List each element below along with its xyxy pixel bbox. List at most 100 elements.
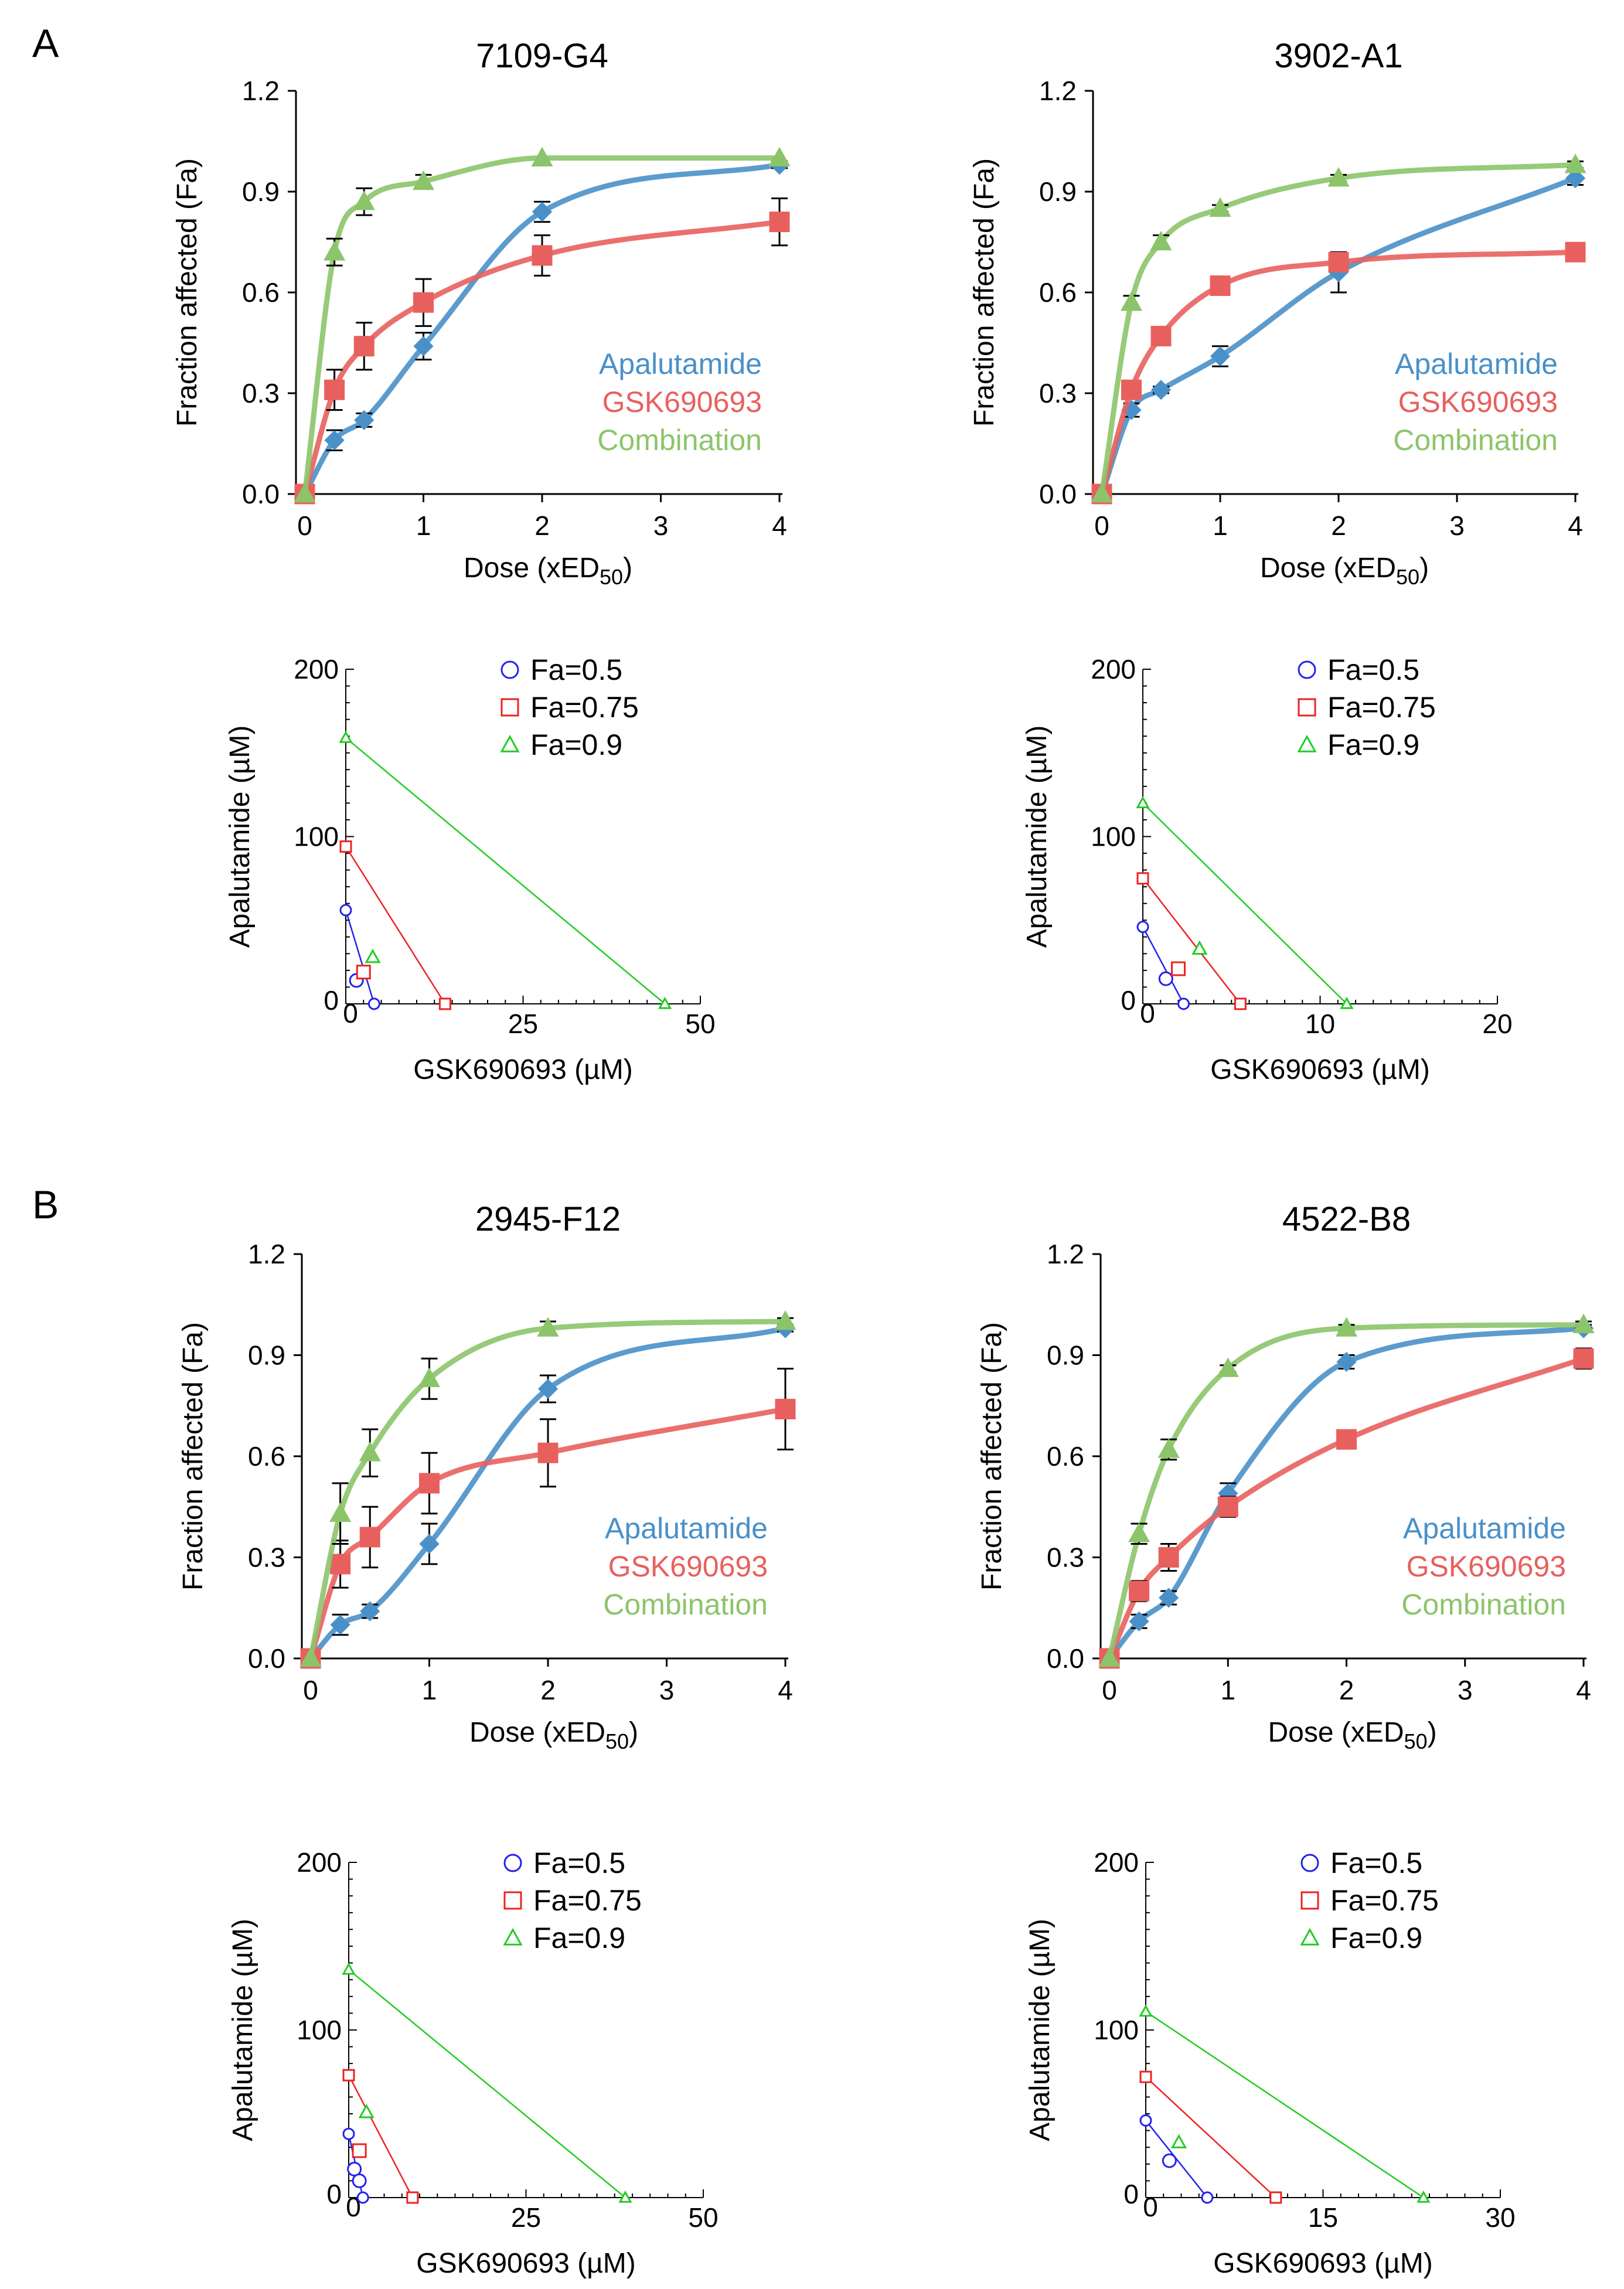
series-line-combination: [302, 155, 782, 497]
isobole-endpoint: [1269, 2191, 1282, 2204]
data-point-gsk690693: [775, 1399, 796, 1419]
x-tick-label: 4: [778, 1675, 793, 1705]
data-point-apalutamide: [1129, 1611, 1149, 1631]
legend-combination: Combination: [1393, 424, 1558, 457]
isobologram-chart: 0 100 200 0 10 20 GSK690693 (µM) Apalutamide (µ…: [1022, 653, 1513, 1085]
y-tick-label: 0.0: [1047, 1643, 1084, 1674]
y-tick-label: 100: [1091, 822, 1136, 852]
data-point-gsk690693: [1217, 1496, 1238, 1517]
legend-gsk690693: GSK690693: [608, 1550, 768, 1583]
x-tick-label: 10: [1305, 1009, 1335, 1039]
x-tick-label: 0: [1102, 1675, 1117, 1705]
data-point-combination: [1120, 291, 1143, 311]
data-point-gsk690693: [1158, 1547, 1179, 1568]
y-tick-label: 200: [1094, 1847, 1139, 1878]
x-tick-label: 20: [1482, 1009, 1512, 1039]
legend-label: Fa=0.9: [530, 728, 622, 761]
x-tick-label: 4: [1576, 1675, 1591, 1705]
isobole-endpoint: [1139, 2070, 1152, 2083]
data-point-apalutamide: [330, 1614, 350, 1635]
combination-point: [1170, 2134, 1187, 2148]
legend-marker: [501, 698, 519, 717]
isobole-endpoint: [367, 997, 380, 1010]
y-tick-label: 0.6: [1047, 1441, 1084, 1472]
data-point-gsk690693: [1565, 241, 1586, 263]
y-tick-label: 0: [324, 985, 339, 1016]
data-point-combination: [531, 147, 553, 166]
x-axis-label: Dose (xED50): [1268, 1717, 1436, 1753]
y-tick-label: 0.3: [1047, 1542, 1084, 1573]
legend-label: Fa=0.75: [533, 1884, 642, 1917]
x-tick-label: 4: [1568, 510, 1583, 541]
isobole-endpoint: [1177, 997, 1190, 1010]
legend-gsk690693: GSK690693: [602, 386, 762, 418]
combination-point: [1162, 2153, 1177, 2168]
legend-marker: [503, 1927, 523, 1946]
isobole-endpoint: [1340, 996, 1354, 1009]
data-point-gsk690693: [1129, 1580, 1150, 1602]
y-tick-label: 0.9: [248, 1340, 285, 1371]
isobole-line: [345, 846, 446, 1004]
data-point-combination: [418, 1367, 441, 1388]
y-tick-label: 0: [326, 2179, 342, 2209]
legend-label: Fa=0.5: [533, 1847, 625, 1879]
dose-response-chart: 4522-B8 0.0 0.3 0.6 0.9 1.2 0 1 2 3 4 Dose (xED50) F…: [976, 1200, 1595, 1753]
x-tick-label: 50: [685, 1009, 715, 1039]
legend-marker: [503, 1891, 522, 1910]
data-point-combination: [1217, 1357, 1239, 1377]
y-tick-label: 0: [1123, 2179, 1139, 2209]
x-axis-label: Dose (xED50): [1260, 553, 1429, 589]
data-point-gsk690693: [324, 379, 345, 400]
y-axis-label: Apalutamide (µM): [227, 1919, 258, 2141]
legend-marker: [1300, 1854, 1319, 1872]
isobole-endpoint: [1139, 2114, 1152, 2127]
data-point-gsk690693: [1210, 275, 1231, 297]
x-tick-label: 15: [1308, 2202, 1338, 2233]
data-point-combination: [1327, 166, 1350, 187]
data-point-combination: [1157, 1438, 1180, 1458]
isobole-endpoint: [1136, 872, 1149, 885]
y-tick-label: 0.6: [242, 277, 280, 308]
y-tick-label: 0.3: [1039, 378, 1077, 408]
isobole-endpoint: [339, 730, 353, 743]
isobole-endpoint: [1136, 921, 1149, 934]
y-axis-label: Apalutamide (µM): [224, 725, 256, 948]
data-point-gsk690693: [1336, 1429, 1357, 1450]
x-tick-label: 4: [772, 510, 787, 541]
combination-point: [356, 965, 371, 980]
data-point-gsk690693: [1328, 251, 1349, 272]
x-tick-label: 0: [303, 1675, 318, 1705]
y-axis-label: Apalutamide (µM): [1024, 1919, 1056, 2141]
legend-label: Fa=0.9: [533, 1922, 625, 1954]
y-tick-label: 0.3: [242, 378, 280, 408]
data-point-combination: [299, 1647, 322, 1667]
combination-point: [1191, 940, 1208, 955]
y-tick-label: 200: [294, 654, 339, 684]
legend-label: Fa=0.5: [530, 653, 622, 686]
legend-marker: [1298, 698, 1316, 717]
isobole-line: [1142, 926, 1184, 1004]
y-axis-label: Fraction affected (Fa): [178, 1322, 209, 1590]
isobole-line: [1145, 2076, 1276, 2198]
isobole-endpoint: [1417, 2190, 1431, 2203]
isobole-endpoint: [406, 2191, 419, 2204]
isobole-endpoint: [1136, 796, 1150, 809]
x-axis-label: Dose (xED50): [464, 553, 632, 589]
legend-marker: [1298, 660, 1316, 679]
isobole-endpoint: [1201, 2191, 1214, 2204]
x-tick-label: 0: [1143, 2192, 1158, 2222]
x-tick-label: 1: [1213, 510, 1228, 541]
y-tick-label: 0.0: [248, 1643, 285, 1674]
data-point-apalutamide: [354, 410, 374, 430]
data-point-combination: [1098, 1647, 1121, 1667]
isobole-line: [1142, 802, 1347, 1004]
x-tick-label: 3: [1458, 1675, 1473, 1705]
legend-apalutamide: Apalutamide: [605, 1512, 768, 1545]
x-tick-label: 0: [1094, 510, 1109, 541]
y-tick-label: 0.9: [1047, 1340, 1084, 1371]
data-point-gsk690693: [353, 336, 374, 357]
chart-title: 4522-B8: [1282, 1200, 1411, 1238]
y-tick-label: 0.9: [242, 176, 280, 207]
isobole-line: [345, 737, 666, 1004]
legend-combination: Combination: [597, 424, 762, 457]
